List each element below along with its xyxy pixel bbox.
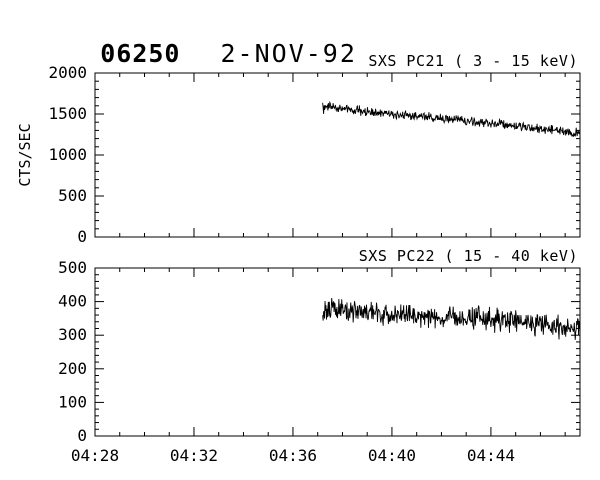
panel-1: 0 500 1000 1500 2000 SXS PC21 ( 3 - 15 keV) CT…: [16, 52, 581, 246]
observation-id: 06250: [100, 39, 181, 68]
observation-date: 2-NOV-92: [220, 39, 357, 68]
x-tick-label: 04:32: [170, 446, 218, 465]
y-tick-label: 300: [58, 325, 87, 344]
y-tick-label: 100: [58, 392, 87, 411]
data-series-sxs-pc21-count-rate: [322, 100, 581, 137]
y-tick-label: 2000: [48, 63, 87, 82]
panel-title: SXS PC21 ( 3 - 15 keV): [368, 52, 578, 70]
y-tick-label: 200: [58, 359, 87, 378]
panel-2: 0 100 200 300 400 500 04:28 04:32 04:36 04:40 04:4…: [58, 247, 581, 465]
y-tick-label: 400: [58, 292, 87, 311]
x-tick-label: 04:28: [71, 446, 119, 465]
x-tick-label: 04:40: [368, 446, 416, 465]
plot-header: 06250 2-NOV-92: [36, 10, 357, 97]
data-series-sxs-pc22-count-rate: [322, 297, 581, 340]
y-tick-label: 0: [77, 227, 87, 246]
panel-frame: [94, 267, 581, 437]
y-tick-label: 1000: [48, 145, 87, 164]
panel-title: SXS PC22 ( 15 - 40 keV): [359, 247, 578, 265]
y-tick-label: 0: [77, 426, 87, 445]
y-tick-label: 500: [58, 258, 87, 277]
panel-frame: [94, 72, 581, 238]
y-tick-label: 1500: [48, 104, 87, 123]
y-tick-label: 500: [58, 186, 87, 205]
x-tick-label: 04:44: [467, 446, 515, 465]
y-axis-label: CTS/SEC: [16, 123, 34, 186]
x-tick-label: 04:36: [269, 446, 317, 465]
